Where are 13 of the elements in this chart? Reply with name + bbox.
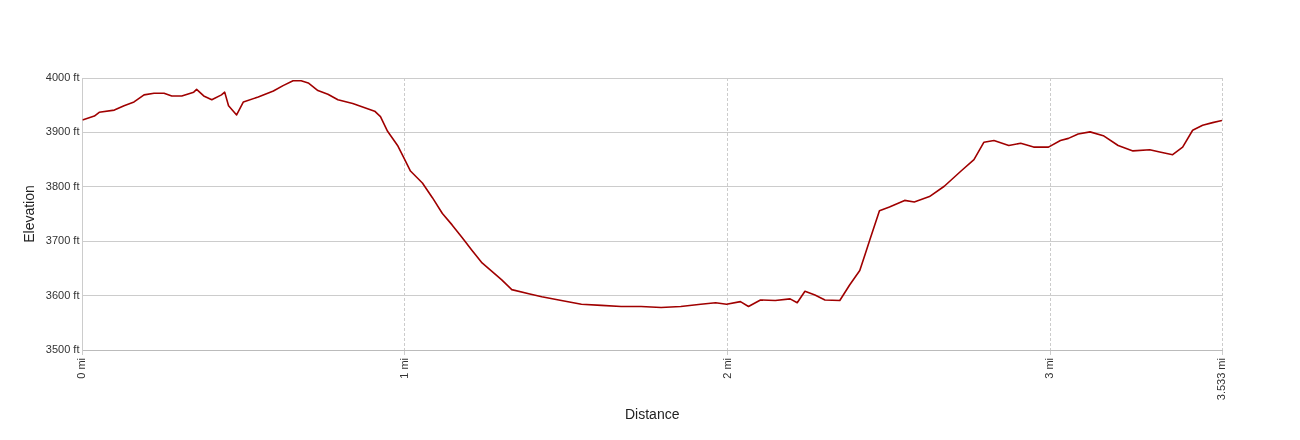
x-tick-label: 2 mi (720, 358, 733, 379)
y-tick-label: 3700 ft (45, 234, 80, 247)
x-tick-label: 1 mi (398, 358, 411, 379)
y-tick-label: 3800 ft (45, 179, 80, 192)
y-axis-title: Elevation (21, 185, 38, 243)
x-tick-label: 0 mi (75, 358, 88, 379)
y-tick-label: 3600 ft (45, 288, 80, 301)
y-tick-label: 4000 ft (45, 71, 80, 84)
y-tick-label: 3900 ft (45, 125, 80, 138)
x-tick-label: 3.533 mi (1215, 358, 1228, 401)
y-tick-label: 3500 ft (45, 343, 80, 356)
x-tick-label: 3 mi (1043, 358, 1056, 379)
x-axis-title: Distance (624, 406, 680, 423)
